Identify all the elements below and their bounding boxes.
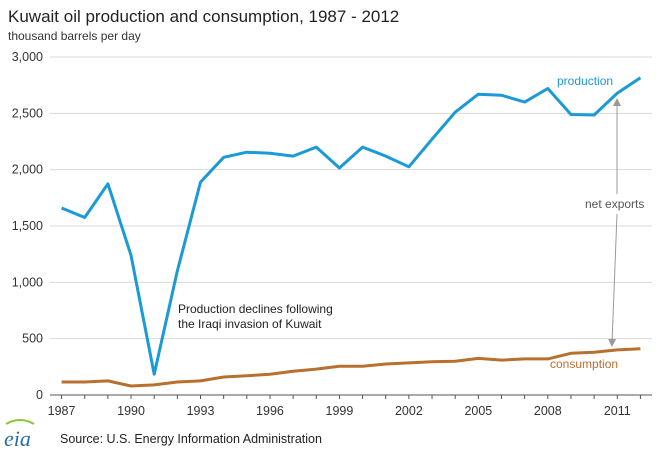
- x-tick-label: 2008: [534, 404, 562, 418]
- y-tick-label: 1,000: [12, 275, 43, 289]
- eia-logo-swoosh: [5, 419, 35, 425]
- y-tick-label: 2,500: [12, 106, 43, 120]
- source-text: Source: U.S. Energy Information Administ…: [60, 432, 322, 446]
- x-tick-label: 1990: [117, 404, 145, 418]
- y-axis-ticks: 0 500 1,000 1,500 2,000 2,500 3,000: [12, 50, 43, 402]
- eia-logo: eia: [4, 419, 35, 451]
- x-tick-label: 1996: [256, 404, 284, 418]
- y-tick-label: 1,500: [12, 219, 43, 233]
- y-tick-label: 500: [22, 332, 43, 346]
- chart-title: Kuwait oil production and consumption, 1…: [8, 7, 399, 26]
- series-line-consumption: [61, 347, 641, 388]
- eia-logo-text: eia: [4, 426, 31, 451]
- series-line-production: [61, 76, 642, 376]
- decline-annotation-line-2: the Iraqi invasion of Kuwait: [178, 317, 322, 331]
- legend-production-label: production: [557, 74, 613, 88]
- net-exports-arrow-down: [608, 213, 618, 347]
- decline-annotation-line-1: Production declines following: [178, 302, 333, 316]
- series-group: [61, 76, 642, 388]
- x-tick-label: 2005: [464, 404, 492, 418]
- legend-consumption-label: consumption: [550, 357, 618, 371]
- chart-subtitle: thousand barrels per day: [8, 29, 141, 43]
- x-tick-label: 2011: [604, 404, 631, 418]
- net-exports-label: net exports: [585, 197, 644, 211]
- y-tick-label: 0: [36, 388, 43, 402]
- y-tick-label: 2,000: [12, 163, 43, 177]
- x-axis-ticks: 1987 1990 1993 1996 1999 2002 2005 2008 2011: [48, 395, 641, 418]
- x-tick-label: 1999: [326, 404, 354, 418]
- y-tick-label: 3,000: [12, 50, 43, 64]
- x-tick-label: 2002: [395, 404, 423, 418]
- gridlines: [50, 56, 652, 340]
- x-tick-label: 1987: [48, 404, 76, 418]
- x-tick-label: 1993: [187, 404, 215, 418]
